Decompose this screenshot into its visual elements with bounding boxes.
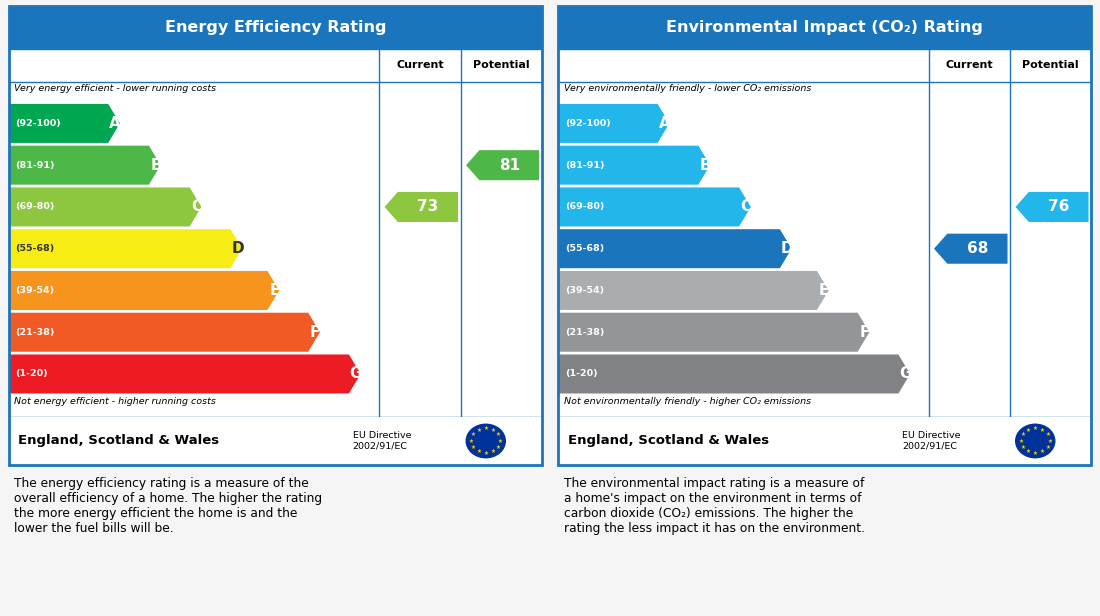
- Text: B: B: [151, 158, 162, 172]
- Polygon shape: [558, 145, 711, 185]
- Polygon shape: [9, 271, 279, 310]
- Text: Very environmentally friendly - lower CO₂ emissions: Very environmentally friendly - lower CO…: [563, 84, 811, 93]
- Text: (69-80): (69-80): [564, 203, 604, 211]
- Polygon shape: [1015, 192, 1089, 222]
- Polygon shape: [9, 187, 201, 227]
- Text: (21-38): (21-38): [15, 328, 55, 337]
- Polygon shape: [9, 229, 242, 268]
- Text: (81-91): (81-91): [15, 161, 55, 169]
- Text: ★: ★: [497, 439, 503, 444]
- Polygon shape: [9, 354, 361, 394]
- FancyBboxPatch shape: [558, 6, 1091, 465]
- Text: ★: ★: [476, 449, 481, 454]
- Polygon shape: [558, 354, 910, 394]
- Text: ★: ★: [471, 432, 476, 437]
- Text: EU Directive
2002/91/EC: EU Directive 2002/91/EC: [353, 431, 411, 451]
- Text: Current: Current: [396, 60, 443, 70]
- Text: ★: ★: [491, 449, 495, 454]
- FancyBboxPatch shape: [558, 417, 1091, 465]
- Circle shape: [465, 424, 506, 458]
- Text: ★: ★: [1025, 449, 1031, 454]
- Polygon shape: [385, 192, 458, 222]
- Text: 73: 73: [417, 200, 439, 214]
- Polygon shape: [9, 104, 120, 143]
- Text: ★: ★: [1025, 428, 1031, 433]
- FancyBboxPatch shape: [9, 6, 541, 465]
- Text: (81-91): (81-91): [564, 161, 604, 169]
- Text: F: F: [310, 325, 320, 339]
- Text: Very energy efficient - lower running costs: Very energy efficient - lower running co…: [14, 84, 217, 93]
- Text: Current: Current: [946, 60, 993, 70]
- Text: C: C: [191, 200, 202, 214]
- Text: E: E: [818, 283, 829, 298]
- Polygon shape: [9, 313, 320, 352]
- Text: ★: ★: [1021, 445, 1025, 450]
- Text: ★: ★: [1021, 432, 1025, 437]
- Text: ★: ★: [1019, 439, 1023, 444]
- Text: ★: ★: [1040, 449, 1045, 454]
- Circle shape: [1015, 424, 1056, 458]
- Text: (39-54): (39-54): [15, 286, 54, 295]
- Text: (55-68): (55-68): [564, 244, 604, 253]
- Text: ★: ★: [471, 445, 476, 450]
- Text: G: G: [899, 367, 912, 381]
- Text: (69-80): (69-80): [15, 203, 55, 211]
- Text: Environmental Impact (CO₂) Rating: Environmental Impact (CO₂) Rating: [667, 20, 983, 35]
- Text: Energy Efficiency Rating: Energy Efficiency Rating: [165, 20, 386, 35]
- Text: ★: ★: [1033, 451, 1037, 456]
- Text: ★: ★: [483, 426, 488, 431]
- Text: (21-38): (21-38): [564, 328, 604, 337]
- Text: The environmental impact rating is a measure of
a home's impact on the environme: The environmental impact rating is a mea…: [563, 477, 865, 535]
- Text: ★: ★: [491, 428, 495, 433]
- Text: D: D: [231, 241, 244, 256]
- Text: A: A: [109, 116, 121, 131]
- Text: ★: ★: [469, 439, 474, 444]
- Text: A: A: [659, 116, 671, 131]
- Text: ★: ★: [496, 432, 500, 437]
- Text: ★: ★: [1045, 445, 1050, 450]
- Text: 81: 81: [498, 158, 520, 172]
- Text: Not energy efficient - higher running costs: Not energy efficient - higher running co…: [14, 397, 216, 406]
- Polygon shape: [558, 313, 869, 352]
- Text: ★: ★: [1033, 426, 1037, 431]
- Polygon shape: [934, 233, 1008, 264]
- Text: C: C: [740, 200, 751, 214]
- Text: E: E: [270, 283, 279, 298]
- FancyBboxPatch shape: [9, 6, 541, 49]
- Text: (92-100): (92-100): [15, 119, 60, 128]
- Polygon shape: [9, 145, 161, 185]
- Text: ★: ★: [483, 451, 488, 456]
- Text: Potential: Potential: [1022, 60, 1079, 70]
- Text: D: D: [781, 241, 793, 256]
- Polygon shape: [466, 150, 539, 180]
- Text: (1-20): (1-20): [564, 370, 597, 378]
- Text: ★: ★: [1040, 428, 1045, 433]
- Text: EU Directive
2002/91/EC: EU Directive 2002/91/EC: [902, 431, 960, 451]
- Text: (39-54): (39-54): [564, 286, 604, 295]
- FancyBboxPatch shape: [558, 6, 1091, 49]
- Text: ★: ★: [1047, 439, 1052, 444]
- Text: (1-20): (1-20): [15, 370, 47, 378]
- Text: The energy efficiency rating is a measure of the
overall efficiency of a home. T: The energy efficiency rating is a measur…: [14, 477, 322, 535]
- Text: England, Scotland & Wales: England, Scotland & Wales: [19, 434, 220, 447]
- Polygon shape: [558, 187, 751, 227]
- Text: B: B: [700, 158, 712, 172]
- Text: Not environmentally friendly - higher CO₂ emissions: Not environmentally friendly - higher CO…: [563, 397, 811, 406]
- Text: (92-100): (92-100): [564, 119, 611, 128]
- Text: ★: ★: [1045, 432, 1050, 437]
- Text: Potential: Potential: [473, 60, 529, 70]
- Text: ★: ★: [476, 428, 481, 433]
- Polygon shape: [558, 271, 828, 310]
- Polygon shape: [558, 229, 792, 268]
- Text: G: G: [350, 367, 362, 381]
- Polygon shape: [558, 104, 670, 143]
- FancyBboxPatch shape: [9, 417, 541, 465]
- Text: ★: ★: [496, 445, 500, 450]
- Text: 76: 76: [1048, 200, 1069, 214]
- Text: 68: 68: [967, 241, 988, 256]
- Text: England, Scotland & Wales: England, Scotland & Wales: [568, 434, 769, 447]
- Text: (55-68): (55-68): [15, 244, 54, 253]
- Text: F: F: [859, 325, 870, 339]
